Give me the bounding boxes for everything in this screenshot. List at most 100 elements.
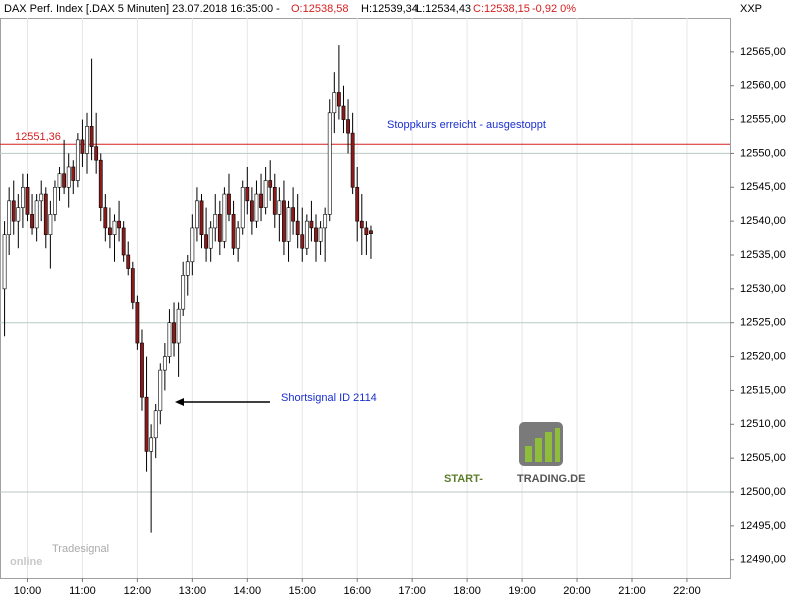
candle-body	[2, 234, 7, 290]
candle-body	[135, 302, 140, 344]
candle-body	[16, 207, 21, 222]
change-value: -0,92 0%	[532, 3, 576, 15]
candle-body	[66, 166, 71, 188]
candle-body	[121, 227, 126, 256]
x-tick-label: 13:00	[179, 585, 207, 597]
y-tick-label: 12525,00	[740, 317, 786, 329]
open-value: O:12538,58	[291, 3, 349, 15]
logo-bar	[545, 432, 552, 462]
y-tick-label: 12490,00	[740, 554, 786, 566]
candle-body	[20, 186, 25, 208]
candle-body	[359, 220, 364, 229]
y-tick-label: 12520,00	[740, 350, 786, 362]
candle-body	[185, 261, 190, 276]
candle-body	[327, 112, 332, 215]
logo-text: TRADING.DE	[517, 473, 585, 485]
x-tick-label: 22:00	[673, 585, 701, 597]
candle-body	[176, 308, 181, 344]
annotation: Shortsignal ID 2114	[281, 392, 377, 404]
candle-body	[309, 220, 314, 229]
x-tick-label: 11:00	[69, 585, 96, 597]
candle-body	[75, 139, 80, 181]
candle-body	[117, 220, 121, 229]
candle-body	[227, 193, 231, 215]
logo-bar	[525, 446, 532, 462]
x-tick-label: 19:00	[508, 585, 536, 597]
candle-body	[162, 356, 167, 371]
watermark-small: Tradesignal	[52, 543, 109, 555]
x-tick-label: 16:00	[343, 585, 371, 597]
y-tick-label: 12505,00	[740, 452, 786, 464]
candle-body	[53, 186, 57, 215]
candle-body	[231, 214, 236, 249]
candle-body	[222, 193, 227, 242]
candle-body	[272, 186, 277, 215]
candle-body	[144, 396, 149, 452]
plot-area	[0, 18, 731, 579]
y-tick-label: 12495,00	[740, 520, 786, 532]
x-tick-label: 14:00	[234, 585, 262, 597]
y-tick-label: 12540,00	[740, 215, 786, 227]
y-tick-label: 12545,00	[740, 181, 786, 193]
candle-body	[130, 268, 135, 303]
candle-body	[98, 159, 103, 208]
candle-body	[341, 105, 346, 120]
candle-body	[236, 227, 241, 249]
x-tick-label: 18:00	[453, 585, 481, 597]
candle-body	[286, 207, 291, 242]
arrow-head	[175, 398, 184, 406]
logo-bar	[535, 438, 542, 462]
candles	[2, 45, 373, 533]
x-tick-label: 20:00	[563, 585, 591, 597]
y-tick-label: 12555,00	[740, 113, 786, 125]
x-tick-label: 12:00	[124, 585, 152, 597]
candle-body	[167, 322, 172, 357]
candle-body	[34, 200, 39, 229]
candle-body	[346, 119, 350, 134]
candle-body	[254, 193, 259, 222]
candle-body	[240, 186, 245, 229]
watermark: Tradesignal online	[10, 543, 109, 568]
candle-body	[318, 227, 323, 242]
candle-body	[263, 180, 268, 208]
candle-body	[57, 173, 62, 188]
y-tick-label: 12565,00	[740, 46, 786, 58]
candle-body	[112, 220, 117, 235]
candle-body	[80, 139, 85, 154]
candle-body	[190, 227, 195, 263]
candle-body	[7, 200, 12, 235]
x-tick-label: 15:00	[288, 585, 316, 597]
candle-body	[140, 342, 144, 398]
x-tick-label: 21:00	[618, 585, 646, 597]
candle-body	[11, 200, 16, 222]
candle-body	[355, 186, 360, 222]
candle-body	[89, 126, 94, 147]
candle-body	[108, 227, 112, 235]
candle-body	[71, 166, 76, 181]
candle-body	[314, 227, 318, 242]
logo: START- TRADING.DE	[444, 422, 585, 485]
candle-body	[249, 200, 254, 222]
logo-text: START-	[444, 473, 483, 485]
candle-body	[94, 146, 99, 161]
y-tick-label: 12550,00	[740, 147, 786, 159]
candle-body	[195, 200, 199, 229]
candle-body	[277, 200, 282, 215]
candle-body	[300, 234, 305, 249]
candle-body	[204, 234, 208, 249]
x-tick-label: 10:00	[14, 585, 42, 597]
header: DAX Perf. Index [.DAX 5 Minuten] 23.07.2…	[4, 3, 762, 15]
candle-body	[153, 410, 158, 439]
candle-body	[39, 193, 44, 202]
y-tick-label: 12530,00	[740, 283, 786, 295]
y-tick-label: 12515,00	[740, 384, 786, 396]
candle-body	[323, 214, 328, 229]
candle-body	[85, 126, 89, 154]
candle-body	[208, 227, 213, 249]
stop-line-label: 12551,36	[15, 131, 61, 143]
candle-body	[304, 220, 309, 249]
candle-body	[259, 193, 263, 208]
watermark-big: online	[10, 556, 42, 568]
candle-body	[245, 186, 250, 202]
